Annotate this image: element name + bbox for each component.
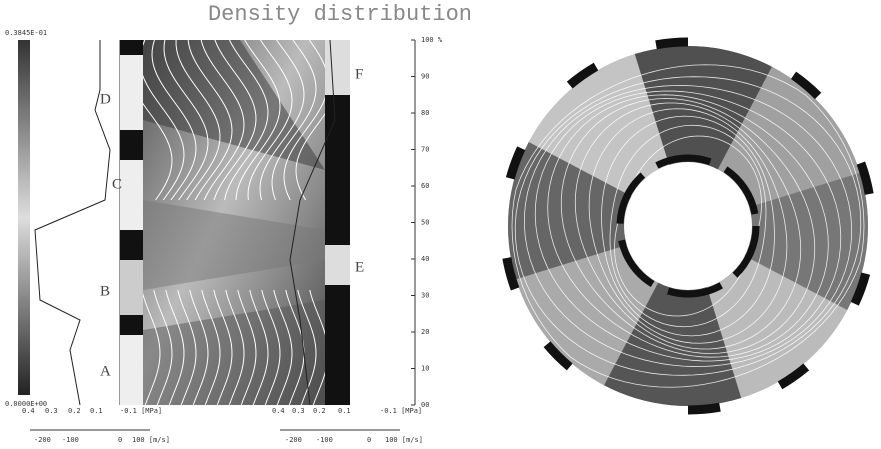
tick-label: 100 % bbox=[421, 36, 443, 44]
strip bbox=[120, 40, 143, 55]
region-label: F bbox=[355, 66, 363, 82]
strip bbox=[325, 245, 350, 285]
region-label: D bbox=[100, 91, 111, 107]
region-label: E bbox=[355, 259, 364, 275]
tick-label: 70 bbox=[421, 146, 429, 154]
pressure-tick: 0.2 bbox=[313, 407, 326, 415]
velocity-tick: 100 [m/s] bbox=[132, 436, 170, 444]
pressure-tick: 0.3 bbox=[292, 407, 305, 415]
strip bbox=[120, 315, 143, 335]
velocity-tick: 0 bbox=[118, 436, 122, 444]
tick-label: 50 bbox=[421, 219, 429, 227]
figure-title: Density distribution bbox=[208, 2, 472, 27]
tick-label: 30 bbox=[421, 292, 429, 300]
region-label: B bbox=[100, 283, 110, 299]
velocity-tick: -100 bbox=[62, 436, 79, 444]
pressure-tick: 0.4 bbox=[272, 407, 285, 415]
pressure-tick: 0.1 bbox=[338, 407, 351, 415]
region-label: C bbox=[112, 176, 122, 192]
tick-label: 20 bbox=[421, 328, 429, 336]
tick-label: 10 bbox=[421, 365, 429, 373]
pressure-tick: 0.1 bbox=[90, 407, 103, 415]
strip bbox=[120, 335, 143, 405]
strip bbox=[120, 230, 143, 260]
strip bbox=[120, 260, 143, 315]
outer-blade bbox=[688, 407, 720, 410]
pressure-tick: 0.4 bbox=[22, 407, 35, 415]
colorbar bbox=[18, 40, 30, 395]
region-label: A bbox=[100, 363, 111, 379]
velocity-tick: -200 bbox=[34, 436, 51, 444]
velocity-tick: 0 bbox=[367, 436, 371, 444]
strip bbox=[120, 160, 143, 230]
pressure-tick: 0.3 bbox=[45, 407, 58, 415]
tick-label: 00 bbox=[421, 401, 429, 409]
strip bbox=[325, 285, 350, 405]
colorbar-max: 0.3845E-01 bbox=[5, 29, 47, 37]
strip bbox=[120, 55, 143, 130]
page: Density distribution 0.3845E-01 0.0000E+… bbox=[0, 0, 881, 449]
pressure-tick: -0.1 [MPa] bbox=[380, 407, 422, 415]
pressure-tick: 0.2 bbox=[68, 407, 81, 415]
profile bbox=[35, 40, 110, 405]
tick-label: 40 bbox=[421, 255, 429, 263]
tick-label: 60 bbox=[421, 182, 429, 190]
pressure-tick: -0.1 [MPa] bbox=[120, 407, 162, 415]
tick-label: 90 bbox=[421, 73, 429, 81]
disk-hole bbox=[624, 162, 752, 290]
velocity-tick: -200 bbox=[285, 436, 302, 444]
strip bbox=[325, 95, 350, 245]
strip bbox=[325, 40, 350, 95]
strip bbox=[120, 130, 143, 160]
velocity-tick: 100 [m/s] bbox=[385, 436, 423, 444]
velocity-tick: -100 bbox=[316, 436, 333, 444]
outer-blade bbox=[656, 42, 688, 45]
tick-label: 80 bbox=[421, 109, 429, 117]
figure: Density distribution 0.3845E-01 0.0000E+… bbox=[0, 0, 881, 449]
